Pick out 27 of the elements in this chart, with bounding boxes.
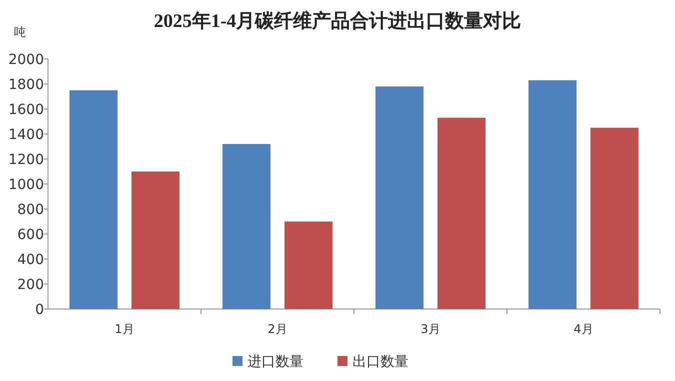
x-tick-label: 2月 (268, 322, 288, 336)
bar (132, 172, 180, 309)
y-tick-label: 2000 (8, 52, 44, 68)
bar (284, 222, 332, 309)
y-tick-label: 800 (17, 202, 44, 218)
bar (376, 86, 424, 309)
y-tick-label: 600 (17, 227, 44, 243)
y-tick-label: 0 (35, 302, 44, 318)
y-axis-title: 吨 (14, 25, 26, 39)
x-tick-label: 4月 (574, 322, 594, 336)
y-tick-label: 1800 (8, 77, 44, 93)
legend-label: 进口数量 (248, 354, 304, 370)
bar (222, 144, 270, 309)
y-tick-label: 400 (17, 252, 44, 268)
chart-title: 2025年1-4月碳纤维产品合计进出口数量对比 (154, 10, 522, 32)
bar (528, 80, 576, 309)
y-tick-label: 1000 (8, 177, 44, 193)
legend-label: 出口数量 (352, 354, 408, 370)
x-tick-label: 1月 (114, 322, 134, 336)
y-tick-label: 200 (17, 277, 44, 293)
y-tick-label: 1400 (8, 127, 44, 143)
bar (438, 118, 486, 309)
bar (590, 128, 638, 309)
y-tick-label: 1200 (8, 152, 44, 168)
x-tick-label: 3月 (420, 322, 440, 336)
y-tick-label: 1600 (8, 102, 44, 118)
bar (70, 90, 118, 309)
